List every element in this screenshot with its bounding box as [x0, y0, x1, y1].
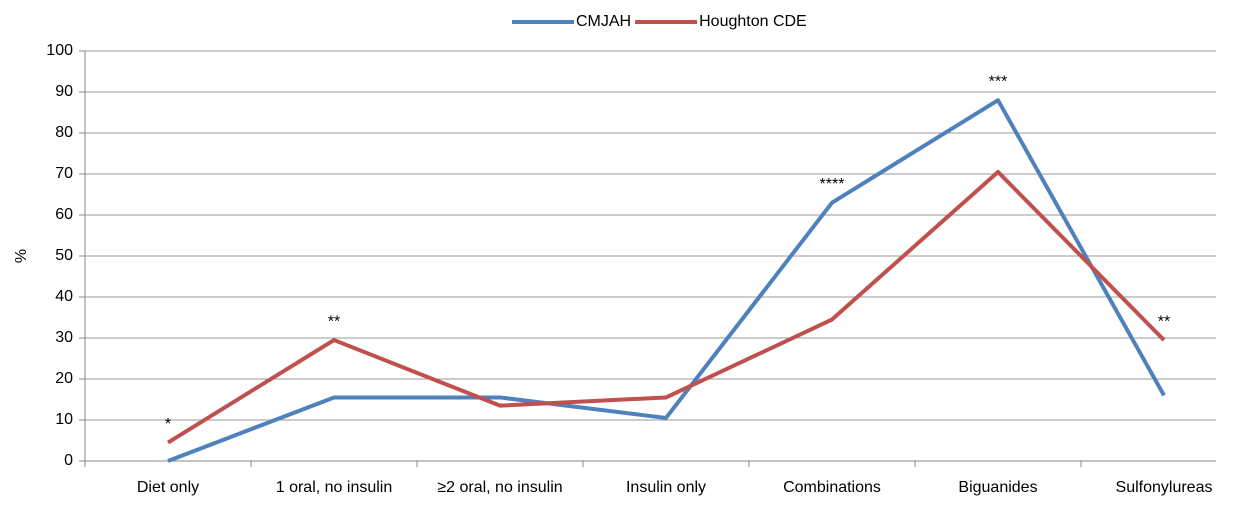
y-tick-label: 40	[55, 288, 73, 305]
y-axis-label: %	[13, 249, 30, 263]
x-tick-label: Sulfonylureas	[1115, 479, 1213, 496]
annotation: **	[328, 313, 340, 330]
y-tick-label: 60	[55, 206, 73, 223]
annotation: ***	[989, 73, 1008, 90]
y-tick-label: 0	[64, 452, 73, 469]
annotation: **	[1158, 313, 1170, 330]
y-tick-label: 90	[55, 83, 73, 100]
y-tick-label: 80	[55, 124, 73, 141]
x-tick-label: Biguanides	[958, 479, 1038, 496]
annotation: *	[165, 416, 171, 433]
legend-label: CMJAH	[576, 13, 631, 30]
x-tick-label: 1 oral, no insulin	[275, 479, 393, 496]
x-tick-label: Diet only	[136, 479, 200, 496]
x-tick-label: ≥2 oral, no insulin	[437, 479, 563, 496]
x-tick-label: Combinations	[783, 479, 881, 496]
y-tick-label: 30	[55, 329, 73, 346]
series-line	[166, 169, 1166, 445]
y-tick-label: 50	[55, 247, 73, 264]
annotation: ****	[820, 176, 845, 193]
y-tick-label: 100	[46, 42, 73, 59]
legend-label: Houghton CDE	[699, 13, 807, 30]
y-tick-label: 70	[55, 165, 73, 182]
x-tick-label: Insulin only	[625, 479, 707, 496]
y-tick-label: 10	[55, 411, 73, 428]
series-line	[167, 98, 1166, 463]
y-tick-label: 20	[55, 370, 73, 387]
